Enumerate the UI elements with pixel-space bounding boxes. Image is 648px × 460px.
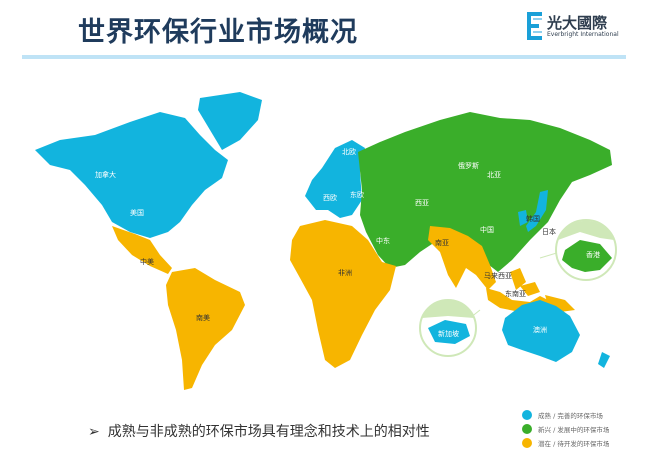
legend-item-mature: 成熟 / 完善的环保市场	[522, 408, 609, 422]
region-korea	[518, 210, 528, 226]
world-map: 加拿大 美国 中美 南美 非洲 北欧 西欧 东欧 俄罗斯 北亚 西亚 中东 南亚…	[35, 92, 617, 390]
map-legend: 成熟 / 完善的环保市场 新兴 / 发展中的环保市场 潜在 / 待开发的环保市场	[522, 408, 609, 450]
label-africa: 非洲	[338, 268, 352, 277]
label-north-asia: 北亚	[487, 171, 501, 179]
region-eurasia	[358, 112, 612, 272]
region-greenland	[198, 92, 262, 150]
region-southeast-asia	[486, 268, 575, 312]
label-southeast-asia: 东南亚	[505, 289, 526, 298]
label-east-europe: 东欧	[350, 190, 364, 199]
label-singapore: 新加坡	[438, 329, 459, 338]
label-usa: 美国	[130, 208, 144, 217]
legend-dot-icon	[522, 424, 532, 434]
label-central-america: 中美	[140, 257, 154, 266]
logo-text-cn: 光大國際	[547, 14, 608, 32]
region-australia	[502, 300, 580, 362]
label-west-asia: 西亚	[415, 199, 429, 207]
label-china: 中国	[480, 225, 494, 234]
region-africa	[290, 220, 396, 368]
label-canada: 加拿大	[95, 170, 116, 179]
label-australia: 澳洲	[533, 325, 547, 334]
label-north-europe: 北欧	[342, 147, 356, 156]
page-title: 世界环保行业市场概况	[78, 17, 358, 48]
label-west-europe: 西欧	[323, 193, 337, 202]
region-new-zealand	[598, 352, 610, 368]
label-south-america: 南美	[196, 313, 210, 322]
legend-dot-icon	[522, 410, 532, 420]
legend-label: 潜在 / 待开发的环保市场	[538, 440, 610, 448]
logo: 光大國際 Everbright International	[527, 12, 637, 44]
label-hong-kong: 香港	[586, 250, 600, 259]
region-north-america	[35, 112, 228, 238]
label-japan: 日本	[542, 227, 556, 236]
region-central-america	[112, 226, 172, 274]
label-south-asia: 南亚	[435, 238, 449, 247]
region-japan	[526, 190, 548, 232]
legend-item-emerging: 新兴 / 发展中的环保市场	[522, 422, 609, 436]
header-divider	[22, 55, 626, 59]
legend-item-potential: 潜在 / 待开发的环保市场	[522, 436, 609, 450]
label-middle-east: 中东	[376, 236, 390, 245]
legend-label: 成熟 / 完善的环保市场	[538, 412, 603, 420]
region-south-asia	[428, 226, 496, 290]
region-south-america	[166, 268, 245, 390]
legend-label: 新兴 / 发展中的环保市场	[538, 426, 610, 434]
label-korea: 韩国	[526, 214, 540, 223]
legend-dot-icon	[522, 438, 532, 448]
label-russia: 俄罗斯	[458, 161, 479, 170]
hong-kong-land	[562, 240, 612, 272]
logo-text-en: Everbright International	[547, 31, 619, 38]
bullet-arrow-icon: ➢	[88, 424, 100, 440]
bullet-point: ➢ 成熟与非成熟的环保市场具有理念和技术上的相对性	[88, 421, 430, 441]
logo-mark-icon	[527, 12, 542, 40]
bullet-text: 成熟与非成熟的环保市场具有理念和技术上的相对性	[107, 424, 430, 440]
singapore-land	[428, 320, 470, 344]
label-malaysia: 马来西亚	[484, 272, 512, 280]
region-europe	[305, 140, 365, 218]
